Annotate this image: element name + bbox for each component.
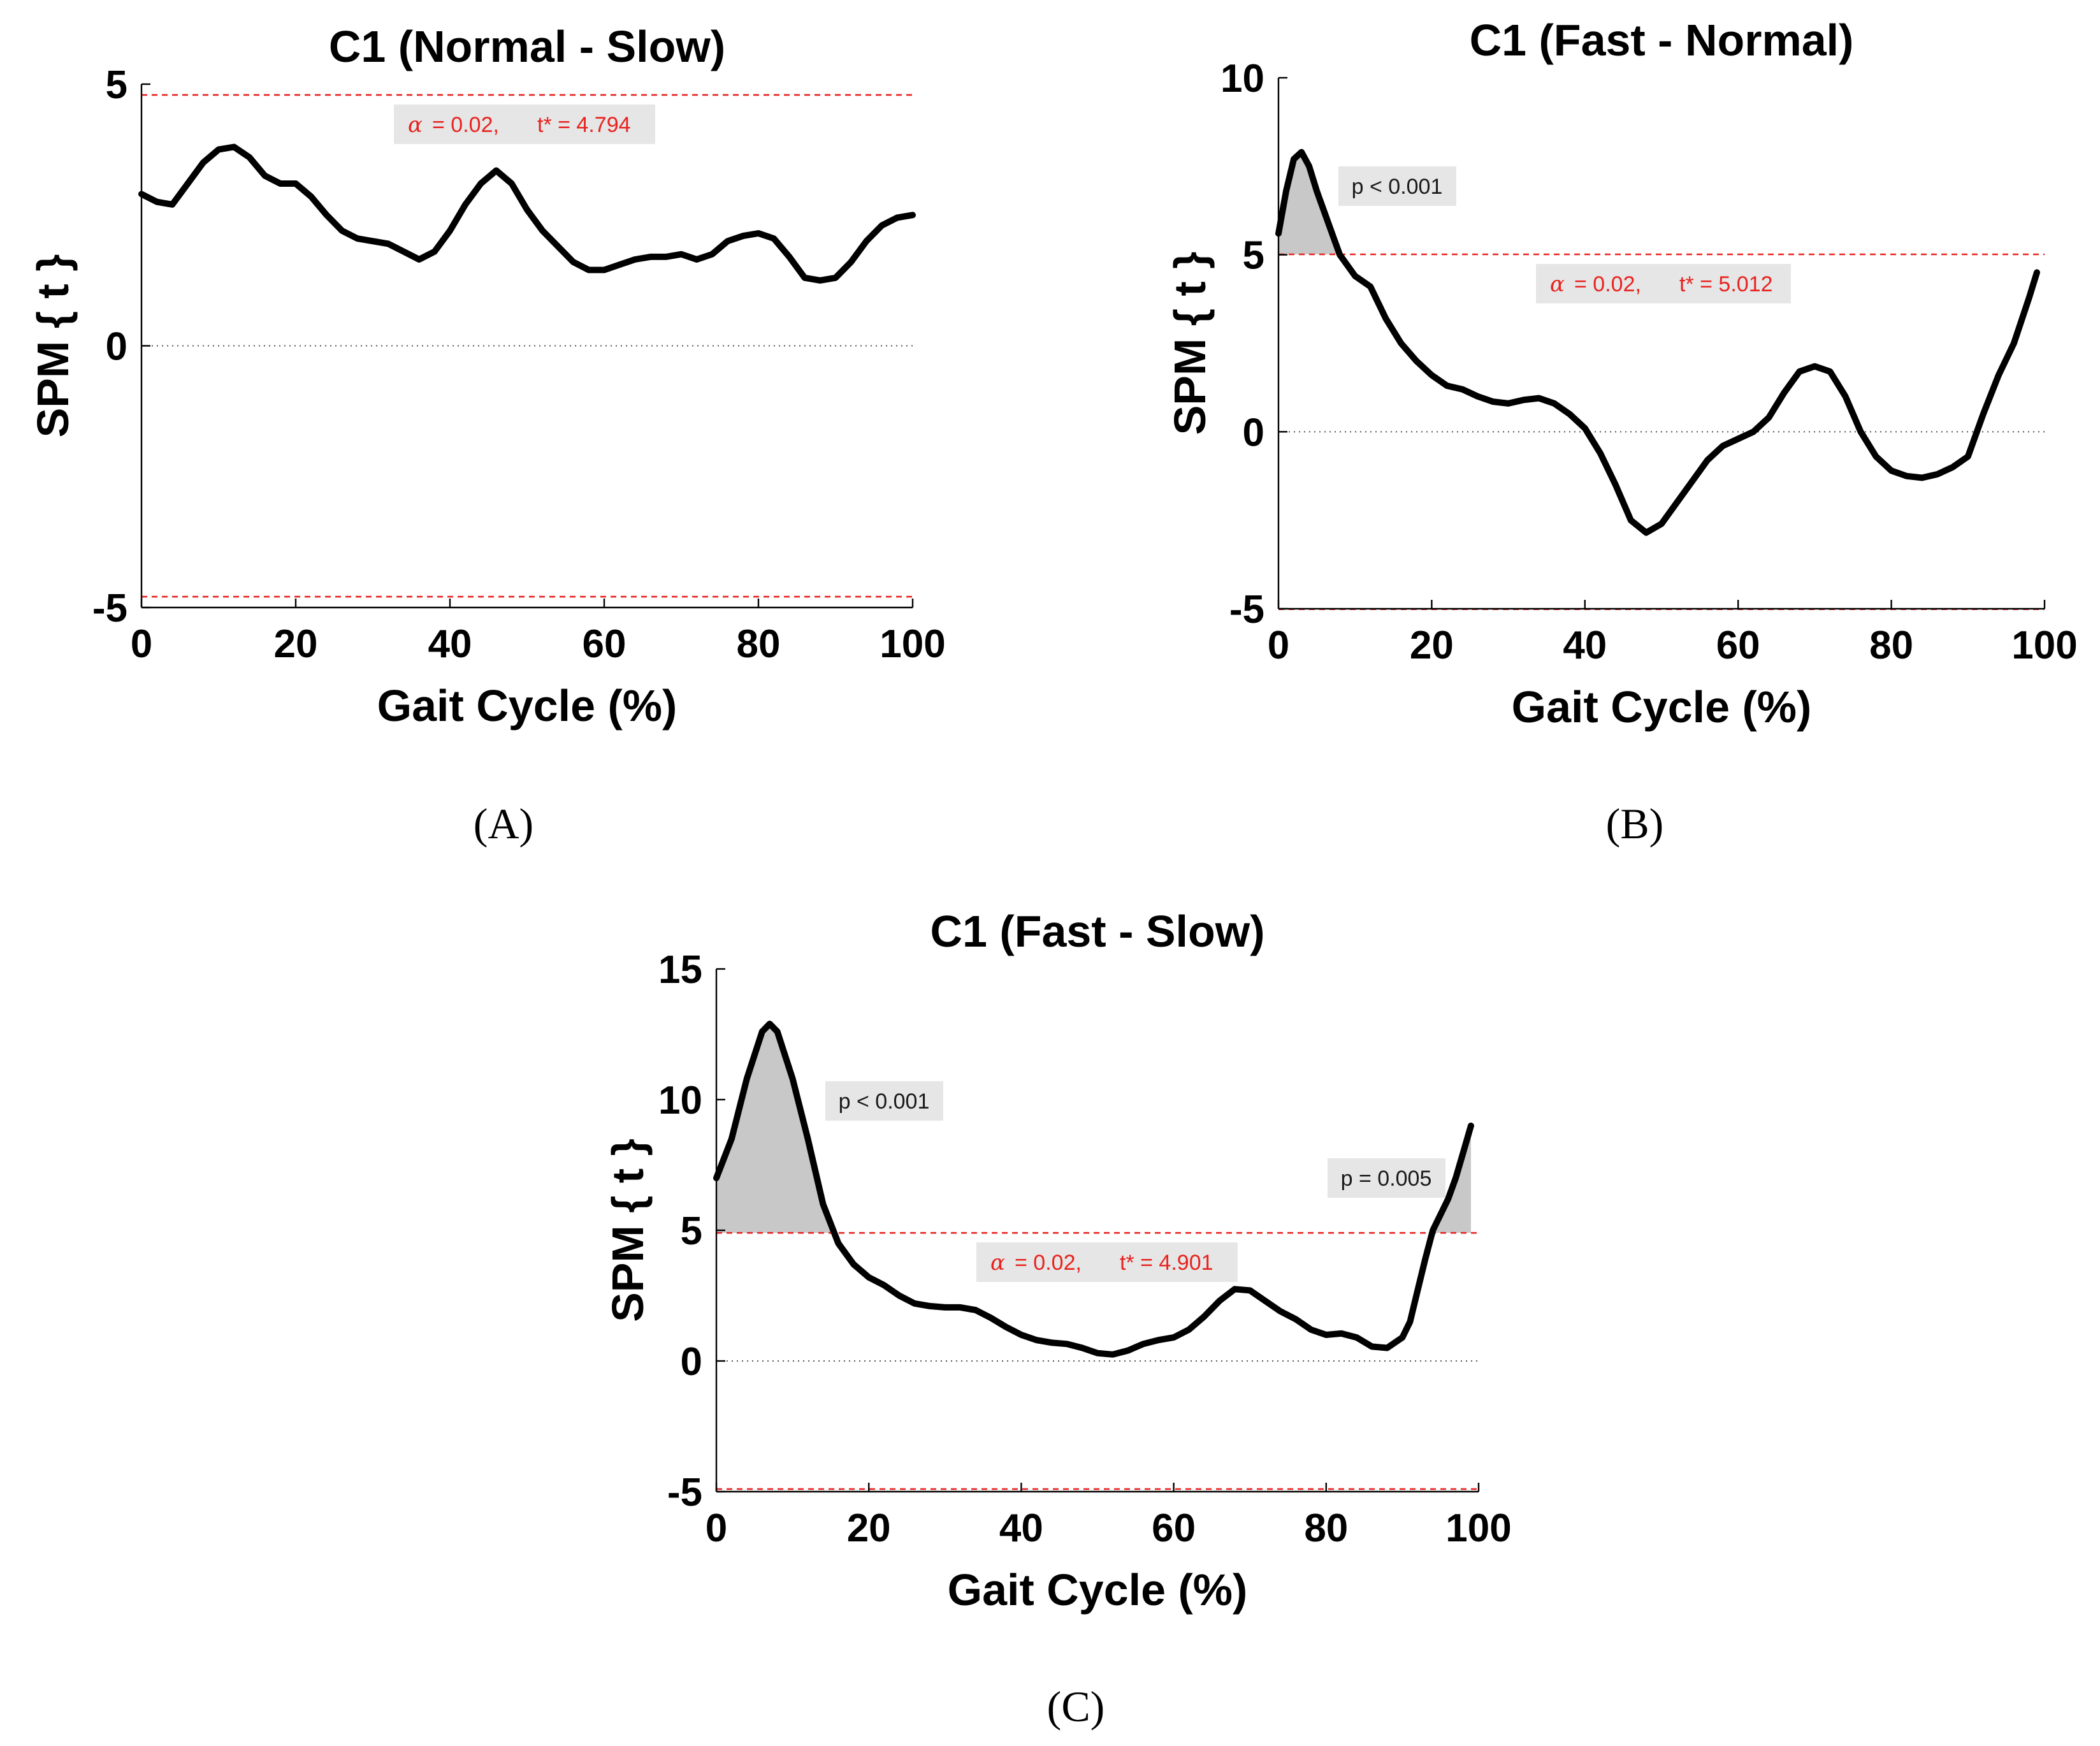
chart-title: C1 (Normal - Slow) bbox=[329, 22, 725, 71]
x-tick-label: 100 bbox=[1445, 1506, 1511, 1550]
x-tick-label: 60 bbox=[1152, 1506, 1196, 1550]
threshold-annotation-box bbox=[394, 104, 655, 144]
y-tick-label: -5 bbox=[1229, 588, 1264, 632]
cluster-p-value-box bbox=[1338, 166, 1456, 206]
x-axis-label: Gait Cycle (%) bbox=[1512, 682, 1812, 732]
x-tick-label: 40 bbox=[1563, 623, 1607, 667]
panel-label-c: (C) bbox=[1047, 1682, 1105, 1731]
y-tick-label: 5 bbox=[681, 1209, 702, 1253]
threshold-annotation-box bbox=[1536, 264, 1791, 304]
x-tick-label: 0 bbox=[706, 1506, 727, 1550]
spm-t-curve bbox=[138, 143, 916, 284]
x-tick-label: 100 bbox=[2011, 623, 2077, 667]
x-tick-label: 100 bbox=[880, 622, 945, 666]
x-tick-label: 60 bbox=[583, 622, 626, 666]
suprathreshold-cluster bbox=[716, 1024, 1472, 1233]
x-tick-label: 0 bbox=[131, 622, 152, 666]
y-tick-label: 5 bbox=[106, 63, 127, 107]
x-tick-label: 40 bbox=[428, 622, 472, 666]
y-tick-label: -5 bbox=[92, 586, 127, 630]
critical-threshold-value: t* = 4.794 bbox=[537, 113, 631, 137]
alpha-value: = 0.02, bbox=[1015, 1251, 1082, 1275]
panel-label-b: (B) bbox=[1606, 799, 1664, 848]
alpha-value: = 0.02, bbox=[432, 113, 499, 137]
y-tick-label: 10 bbox=[1220, 57, 1264, 101]
x-axis-label: Gait Cycle (%) bbox=[377, 681, 677, 731]
chart-title: C1 (Fast - Normal) bbox=[1470, 15, 1854, 65]
spm-t-curve bbox=[713, 1021, 1474, 1358]
y-tick-label: 10 bbox=[658, 1079, 702, 1123]
chart-title: C1 (Fast - Slow) bbox=[930, 906, 1264, 956]
panel-label-a: (A) bbox=[474, 799, 533, 848]
x-tick-label: 20 bbox=[847, 1506, 891, 1550]
x-tick-label: 80 bbox=[1304, 1506, 1348, 1550]
cluster-p-value-box bbox=[825, 1081, 943, 1121]
x-tick-label: 80 bbox=[1869, 623, 1913, 667]
y-tick-label: 0 bbox=[681, 1340, 702, 1384]
x-axis-label: Gait Cycle (%) bbox=[948, 1565, 1248, 1615]
cluster-p-value: p = 0.005 bbox=[1341, 1167, 1432, 1191]
y-tick-label: 0 bbox=[106, 325, 127, 369]
x-tick-label: 80 bbox=[737, 622, 781, 666]
x-tick-label: 20 bbox=[274, 622, 318, 666]
threshold-annotation-box bbox=[976, 1242, 1238, 1283]
cluster-p-value: p < 0.001 bbox=[1352, 175, 1443, 199]
critical-threshold-value: t* = 5.012 bbox=[1679, 272, 1773, 296]
x-tick-label: 40 bbox=[999, 1506, 1043, 1550]
x-tick-label: 20 bbox=[1410, 623, 1454, 667]
y-axis-label: SPM { t } bbox=[603, 1139, 653, 1322]
y-axis-label: SPM { t } bbox=[1165, 252, 1215, 435]
cluster-p-value-box bbox=[1328, 1158, 1445, 1198]
y-axis-label: SPM { t } bbox=[28, 254, 78, 438]
alpha-symbol: α bbox=[990, 1250, 1005, 1276]
y-tick-label: 15 bbox=[658, 948, 702, 992]
alpha-symbol: α bbox=[1550, 272, 1565, 297]
y-tick-label: 5 bbox=[1243, 234, 1264, 278]
y-tick-label: -5 bbox=[667, 1471, 702, 1515]
x-tick-label: 60 bbox=[1716, 623, 1760, 667]
alpha-symbol: α bbox=[408, 112, 423, 138]
critical-threshold-value: t* = 4.901 bbox=[1120, 1251, 1213, 1275]
alpha-value: = 0.02, bbox=[1574, 272, 1641, 296]
y-tick-label: 0 bbox=[1243, 411, 1264, 455]
x-tick-label: 0 bbox=[1268, 623, 1289, 667]
spm-t-curve bbox=[1275, 149, 2040, 536]
cluster-p-value: p < 0.001 bbox=[839, 1089, 930, 1114]
